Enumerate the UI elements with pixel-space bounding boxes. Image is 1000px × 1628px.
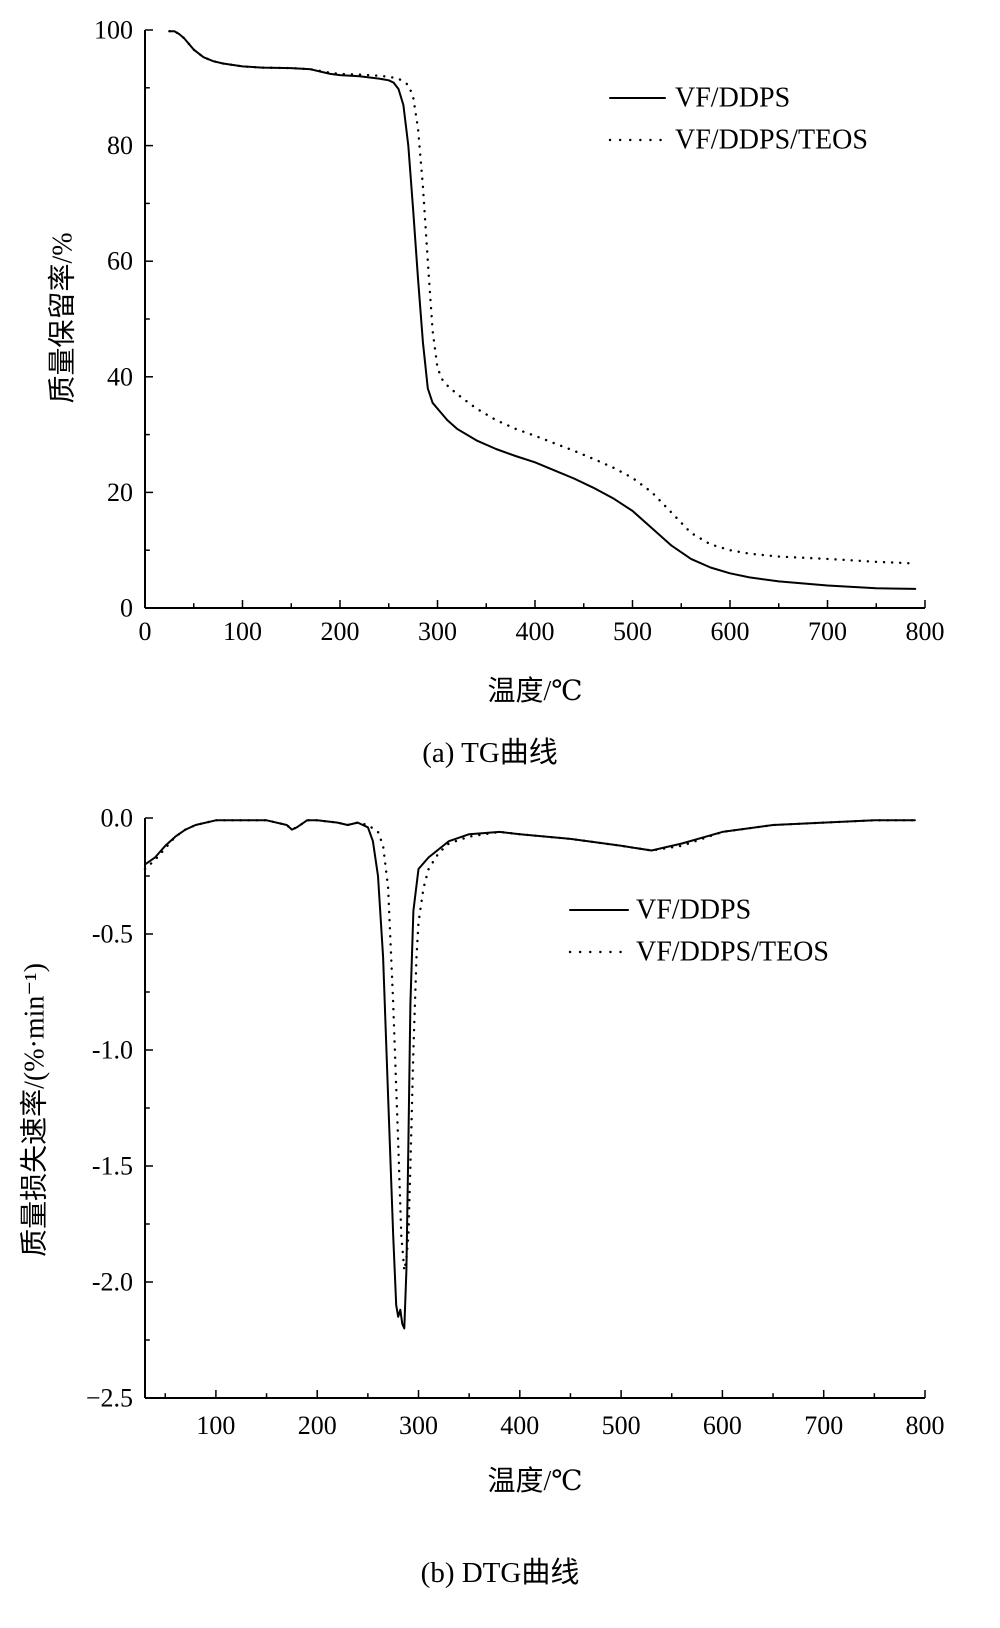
tg-x-tick-label: 200 [321,617,360,646]
dtg-x-tick-label: 700 [804,1411,843,1440]
dtg-y-tick-label: 0.0 [101,804,134,833]
dtg-series-layer [143,819,917,1330]
dtg-y-tick-label: −2.5 [86,1384,133,1413]
tg-x-tick-label: 100 [223,617,262,646]
tg-legend-label-1: VF/DDPS [675,83,790,114]
tg-axes: 0 100 200 300 400 500 600 700 800 0 20 40 60 80 100 [94,16,945,647]
dtg-series-line-2 [143,819,917,1272]
tg-x-tick-label: 700 [808,617,847,646]
dtg-series-line-1 [144,819,916,1330]
tg-x-tick-label: 0 [139,617,152,646]
tg-x-tick-label: 600 [711,617,750,646]
tg-legend: VF/DDPS VF/DDPS/TEOS [608,83,868,156]
dtg-x-tick-label: 800 [906,1411,945,1440]
tg-plot-area [144,30,925,609]
dtg-chart: 100 200 300 400 500 600 700 800 0.0 -0.5 -1.0 -1.5 -… [19,804,945,1590]
dtg-x-tick-label: 100 [196,1411,235,1440]
tg-x-tick-label: 500 [613,617,652,646]
tg-legend-label-2: VF/DDPS/TEOS [675,125,868,156]
tg-caption: (a) TG曲线 [422,736,558,769]
tg-chart: 0 100 200 300 400 500 600 700 800 0 20 40 60 80 100 VF… [47,16,945,770]
tg-y-axis-title: 质量保留率/% [47,232,79,403]
dtg-plot-area [144,818,925,1399]
tg-series-line-1 [168,30,917,590]
dtg-x-tick-label: 500 [602,1411,641,1440]
dtg-y-tick-label: -2.0 [92,1268,133,1297]
tg-x-tick-label: 800 [906,617,945,646]
tg-series-line-2 [168,30,917,565]
dtg-y-tick-label: -0.5 [92,920,133,949]
dtg-y-tick-label: -1.5 [92,1152,133,1181]
tg-x-axis-title: 温度/℃ [487,675,582,707]
tg-y-tick-label: 20 [107,478,133,507]
tg-y-tick-label: 0 [120,594,133,623]
dtg-legend: VF/DDPS VF/DDPS/TEOS [568,895,829,968]
tg-x-tick-label: 300 [418,617,457,646]
dtg-legend-label-2: VF/DDPS/TEOS [636,937,829,968]
dtg-axes: 100 200 300 400 500 600 700 800 0.0 -0.5 -1.0 -1.5 -… [86,804,945,1441]
dtg-legend-label-1: VF/DDPS [636,895,751,926]
tg-x-tick-label: 400 [516,617,555,646]
dtg-caption: (b) DTG曲线 [421,1556,580,1589]
dtg-x-axis-title: 温度/℃ [487,1465,582,1497]
dtg-x-tick-label: 300 [399,1411,438,1440]
dtg-y-tick-label: -1.0 [92,1036,133,1065]
dtg-x-tick-label: 600 [703,1411,742,1440]
tg-y-tick-label: 80 [107,131,133,160]
tg-y-tick-label: 40 [107,362,133,391]
tg-y-tick-label: 100 [94,16,133,45]
dtg-x-tick-label: 400 [500,1411,539,1440]
dtg-x-tick-label: 200 [298,1411,337,1440]
dtg-y-axis-title: 质量损失速率/(%·min⁻¹) [19,963,51,1257]
tg-series-layer [168,30,917,590]
tg-y-tick-label: 60 [107,247,133,276]
